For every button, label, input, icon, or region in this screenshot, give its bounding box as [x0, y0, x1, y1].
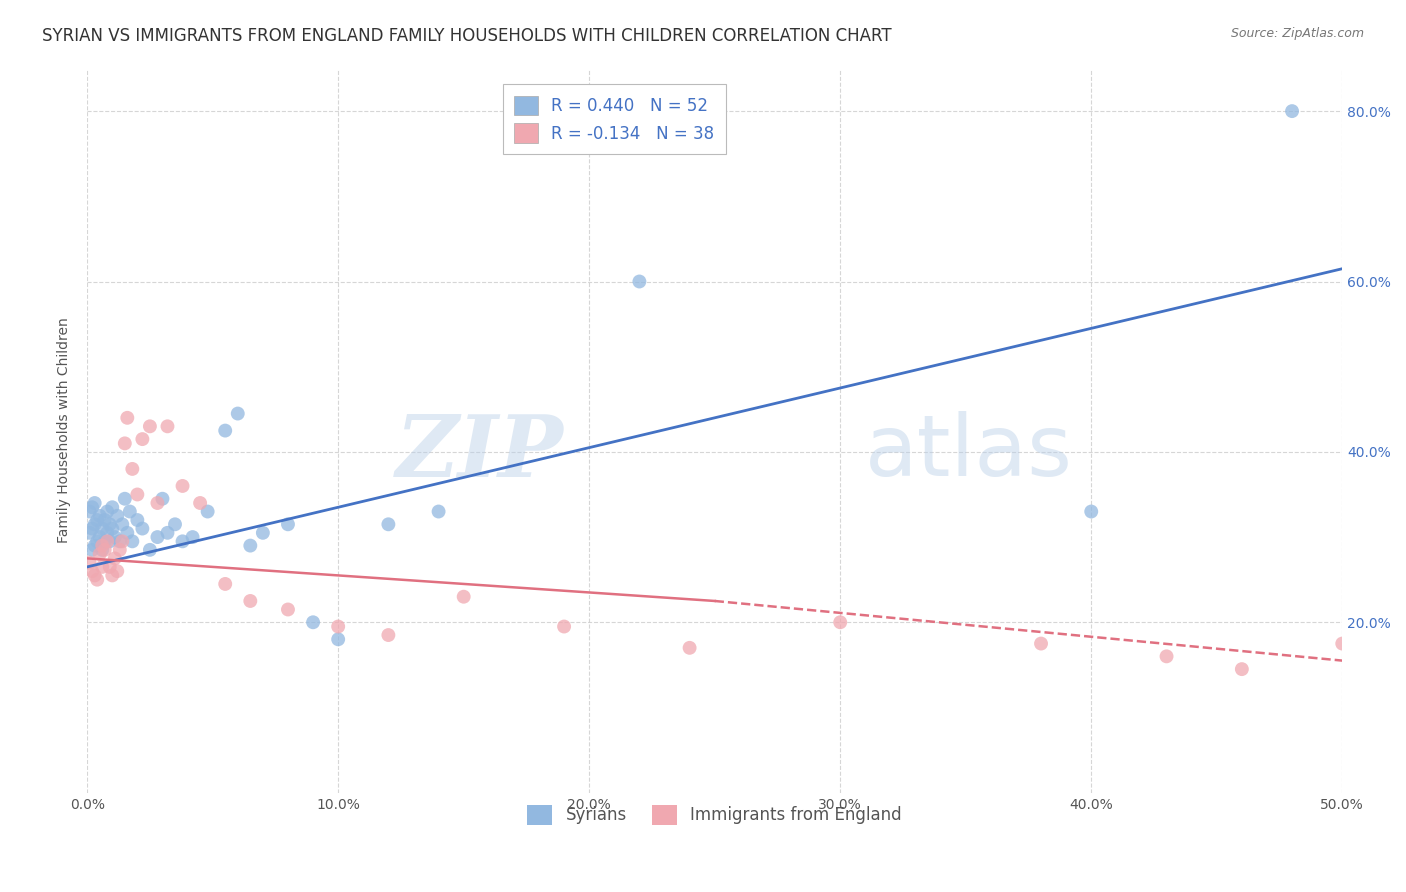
Point: [117, 410, 139, 425]
Point: [830, 615, 852, 630]
Point: [96, 504, 118, 518]
Point: [89, 547, 111, 561]
Point: [79, 504, 101, 518]
Text: SYRIAN VS IMMIGRANTS FROM ENGLAND FAMILY HOUSEHOLDS WITH CHILDREN CORRELATION CH: SYRIAN VS IMMIGRANTS FROM ENGLAND FAMILY…: [42, 27, 891, 45]
Point: [96, 534, 118, 549]
Point: [214, 424, 236, 438]
Point: [91, 542, 114, 557]
Point: [277, 602, 299, 616]
Point: [172, 534, 194, 549]
Point: [114, 436, 136, 450]
Point: [91, 560, 114, 574]
Point: [121, 534, 143, 549]
Point: [172, 479, 194, 493]
Point: [98, 560, 121, 574]
Point: [82, 522, 104, 536]
Point: [1230, 662, 1253, 676]
Point: [93, 513, 115, 527]
Point: [89, 508, 111, 523]
Point: [377, 517, 399, 532]
Point: [239, 594, 262, 608]
Point: [197, 504, 219, 518]
Point: [328, 632, 350, 647]
Point: [163, 517, 186, 532]
Point: [105, 564, 128, 578]
Point: [131, 522, 153, 536]
Legend: Syrians, Immigrants from England: Syrians, Immigrants from England: [517, 795, 912, 835]
Point: [146, 530, 169, 544]
Point: [127, 513, 149, 527]
Point: [117, 525, 139, 540]
Point: [118, 504, 141, 518]
Point: [108, 542, 131, 557]
Point: [553, 619, 575, 633]
Point: [98, 534, 121, 549]
Point: [91, 522, 114, 536]
Point: [82, 564, 104, 578]
Point: [1331, 636, 1354, 650]
Point: [105, 508, 128, 523]
Point: [91, 539, 114, 553]
Point: [83, 496, 105, 510]
Point: [131, 432, 153, 446]
Point: [111, 534, 134, 549]
Point: [108, 534, 131, 549]
Y-axis label: Family Households with Children: Family Households with Children: [58, 318, 72, 543]
Point: [93, 542, 115, 557]
Point: [82, 500, 104, 515]
Point: [252, 525, 274, 540]
Point: [98, 517, 121, 532]
Point: [104, 551, 127, 566]
Point: [1029, 636, 1052, 650]
Point: [678, 640, 700, 655]
Point: [302, 615, 325, 630]
Point: [93, 534, 115, 549]
Point: [83, 568, 105, 582]
Point: [89, 530, 111, 544]
Point: [83, 539, 105, 553]
Point: [453, 590, 475, 604]
Point: [86, 513, 108, 527]
Point: [1080, 504, 1102, 518]
Text: ZIP: ZIP: [396, 410, 564, 494]
Point: [86, 573, 108, 587]
Point: [121, 462, 143, 476]
Point: [156, 525, 179, 540]
Point: [79, 556, 101, 570]
Point: [101, 500, 124, 515]
Point: [181, 530, 204, 544]
Point: [427, 504, 450, 518]
Point: [156, 419, 179, 434]
Text: Source: ZipAtlas.com: Source: ZipAtlas.com: [1230, 27, 1364, 40]
Point: [127, 487, 149, 501]
Point: [79, 525, 101, 540]
Point: [328, 619, 350, 633]
Point: [277, 517, 299, 532]
Point: [214, 577, 236, 591]
Point: [146, 496, 169, 510]
Point: [83, 517, 105, 532]
Point: [239, 539, 262, 553]
Point: [226, 407, 249, 421]
Point: [86, 534, 108, 549]
Point: [1281, 104, 1303, 119]
Point: [101, 522, 124, 536]
Point: [82, 542, 104, 557]
Point: [111, 517, 134, 532]
Point: [139, 419, 162, 434]
Point: [377, 628, 399, 642]
Point: [114, 491, 136, 506]
Point: [104, 530, 127, 544]
Point: [139, 542, 162, 557]
Point: [152, 491, 174, 506]
Point: [101, 568, 124, 582]
Text: atlas: atlas: [865, 411, 1073, 494]
Point: [628, 275, 651, 289]
Point: [188, 496, 211, 510]
Point: [1156, 649, 1178, 664]
Point: [96, 525, 118, 540]
